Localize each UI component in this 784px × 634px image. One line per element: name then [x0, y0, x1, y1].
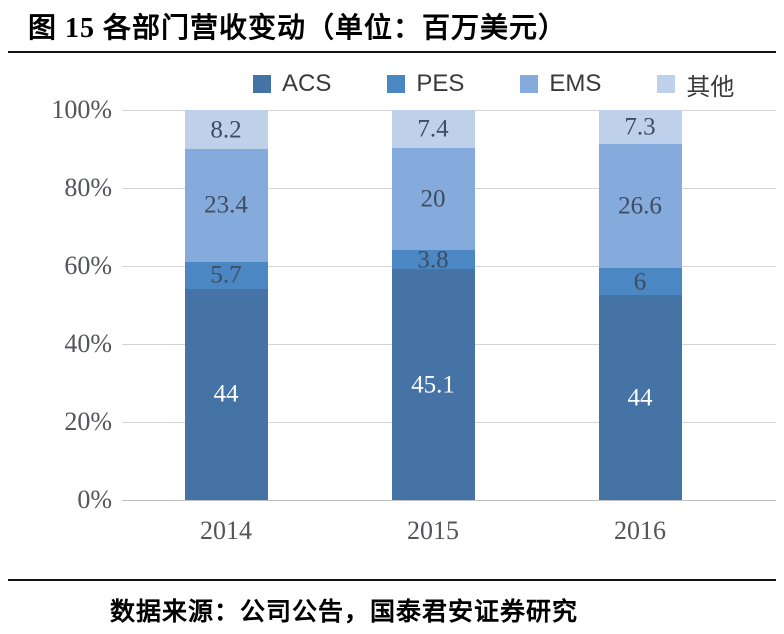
segment-value-label: 3.8	[417, 246, 449, 274]
segment-value-label: 8.2	[210, 116, 242, 144]
segment-value-label: 20	[420, 185, 446, 213]
legend-swatch-icon	[387, 75, 406, 93]
bar-segment-ems-2014: 23.4	[184, 149, 268, 262]
bar-segment-other-2015: 7.4	[391, 110, 475, 148]
chart-legend: ACS PES EMS 其他	[253, 70, 734, 101]
source-note: 数据来源：公司公告，国泰君安证券研究	[110, 599, 579, 626]
legend-swatch-icon	[253, 75, 271, 93]
y-axis-tick-label: 100%	[51, 95, 112, 124]
legend-label: EMS	[549, 70, 602, 97]
bar-segment-pes-2014: 5.7	[184, 261, 268, 289]
segment-value-label: 5.7	[210, 261, 242, 289]
legend-swatch-icon	[520, 75, 539, 93]
segment-value-label: 44	[627, 384, 653, 412]
bar-segment-ems-2016: 26.6	[598, 143, 682, 268]
legend-item-pes: PES	[387, 70, 464, 98]
legend-label: PES	[416, 70, 465, 97]
legend-item-ems: EMS	[520, 70, 601, 98]
legend-item-acs: ACS	[253, 70, 331, 98]
bar-segment-acs-2015: 45.1	[391, 269, 475, 500]
plot-area: 44 5.7 23.4 8.2 45.1 3.8 20 7.4 44 6 26.6 7.3	[122, 110, 776, 501]
bar-segment-other-2014: 8.2	[184, 110, 268, 150]
stacked-bar-2016: 44 6 26.6 7.3	[598, 110, 682, 500]
legend-item-other: 其他	[657, 67, 734, 102]
legend-swatch-icon	[657, 75, 676, 93]
y-axis-tick-label: 40%	[64, 329, 112, 358]
y-axis-tick-label: 20%	[64, 407, 112, 436]
stacked-bar-2015: 45.1 3.8 20 7.4	[391, 110, 475, 500]
x-axis-label-2015: 2015	[407, 516, 459, 545]
segment-value-label: 45.1	[411, 371, 455, 399]
bar-segment-acs-2014: 44	[184, 288, 268, 500]
segment-value-label: 7.3	[624, 113, 656, 141]
segment-value-label: 44	[213, 380, 239, 408]
y-axis-tick-label: 60%	[64, 251, 112, 280]
segment-value-label: 7.4	[417, 115, 449, 143]
bar-segment-pes-2016: 6	[598, 267, 682, 296]
bar-segment-ems-2015: 20	[391, 147, 475, 251]
bar-segment-acs-2016: 44	[598, 295, 682, 500]
figure-title: 图 15 各部门营收变动（单位：百万美元）	[28, 13, 568, 44]
title-divider-line	[8, 51, 776, 53]
y-axis-tick-label: 0%	[77, 485, 112, 514]
segment-value-label: 23.4	[204, 191, 248, 219]
bar-segment-other-2016: 7.3	[598, 110, 682, 144]
footer-divider-line	[8, 579, 776, 581]
segment-value-label: 6	[633, 268, 647, 296]
x-axis-baseline	[122, 500, 776, 501]
stacked-bar-2014: 44 5.7 23.4 8.2	[184, 110, 268, 500]
segment-value-label: 26.6	[618, 192, 662, 220]
bar-segment-pes-2015: 3.8	[391, 246, 475, 274]
x-axis-label-2014: 2014	[200, 516, 252, 545]
legend-label: 其他	[686, 73, 735, 101]
y-axis: 0% 20% 40% 60% 80% 100%	[0, 95, 112, 514]
y-axis-tick-label: 80%	[64, 173, 112, 202]
x-axis-label-2016: 2016	[614, 516, 666, 545]
x-axis: 2014 2015 2016	[0, 516, 784, 552]
legend-label: ACS	[282, 70, 332, 97]
